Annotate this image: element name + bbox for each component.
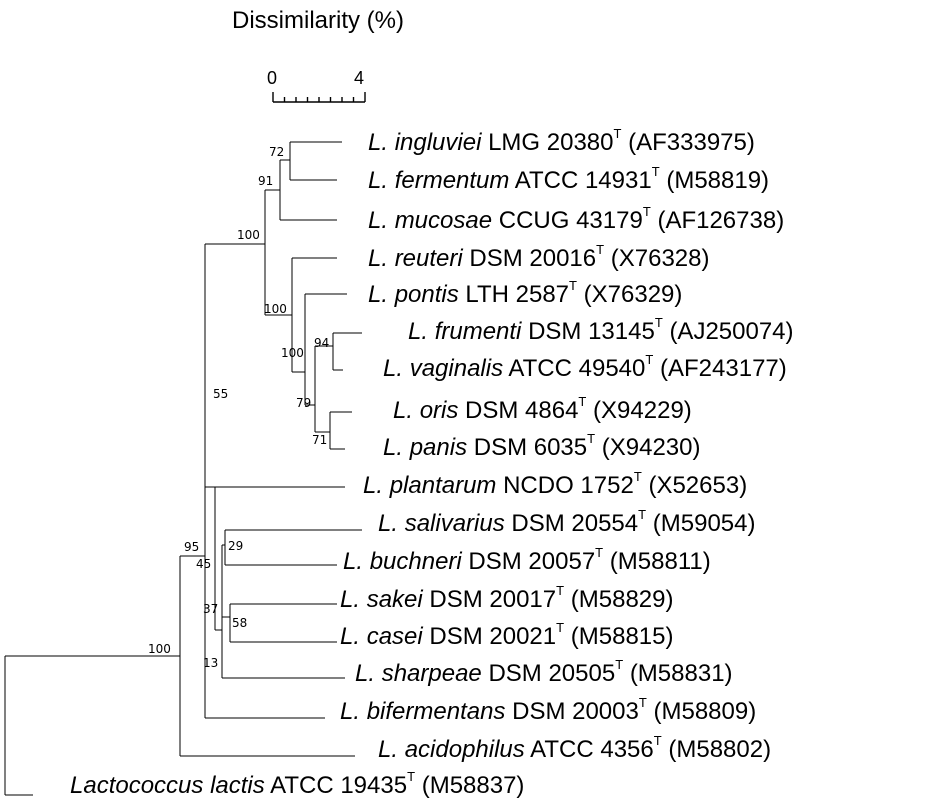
taxon-label: L. mucosae CCUG 43179T (AF126738) — [368, 204, 784, 234]
taxon-label: L. oris DSM 4864T (X94229) — [393, 394, 692, 424]
taxon-label: L. sharpeae DSM 20505T (M58831) — [355, 657, 733, 687]
bootstrap-values: 72 91 100 100 100 94 79 71 55 95 45 29 3… — [148, 145, 329, 670]
taxon-label: L. buchneri DSM 20057T (M58811) — [343, 545, 711, 575]
taxon-label: L. vaginalis ATCC 49540T (AF243177) — [383, 352, 787, 382]
bootstrap-label: 37 — [203, 602, 218, 616]
bootstrap-label: 95 — [184, 540, 199, 554]
scale-bar-title: Dissimilarity (%) — [232, 7, 404, 34]
taxon-label: L. acidophilus ATCC 4356T (M58802) — [378, 733, 771, 763]
taxon-label: L. fermentum ATCC 14931T (M58819) — [368, 164, 769, 194]
taxon-label: L. pontis LTH 2587T (X76329) — [368, 278, 682, 308]
taxon-label: L. frumenti DSM 13145T (AJ250074) — [408, 315, 794, 345]
bootstrap-label: 71 — [312, 433, 327, 447]
bootstrap-label: 94 — [314, 336, 329, 350]
bootstrap-label: 100 — [237, 228, 260, 242]
taxon-label: L. bifermentans DSM 20003T (M58809) — [340, 695, 756, 725]
taxon-label: L. casei DSM 20021T (M58815) — [340, 620, 673, 650]
bootstrap-label: 13 — [203, 656, 218, 670]
bootstrap-label: 45 — [196, 557, 211, 571]
taxon-label: L. salivarius DSM 20554T (M59054) — [378, 507, 755, 537]
taxon-label: L. reuteri DSM 20016T (X76328) — [368, 242, 710, 272]
scale-bar-line — [272, 92, 366, 103]
taxon-label: L. panis DSM 6035T (X94230) — [383, 431, 700, 461]
bootstrap-label: 29 — [228, 539, 243, 553]
taxon-labels: L. ingluviei LMG 20380T (AF333975) L. fe… — [70, 126, 794, 799]
scale-bar-tick-max: 4 — [354, 68, 364, 88]
taxon-label: L. ingluviei LMG 20380T (AF333975) — [368, 126, 755, 156]
bootstrap-label: 100 — [264, 302, 287, 316]
bootstrap-label: 100 — [281, 346, 304, 360]
scale-bar: Dissimilarity (%) 0 4 — [232, 7, 404, 103]
bootstrap-label: 72 — [269, 145, 284, 159]
taxon-label: L. plantarum NCDO 1752T (X52653) — [363, 469, 747, 499]
taxon-label: Lactococcus lactis ATCC 19435T (M58837) — [70, 769, 524, 799]
scale-bar-tick-min: 0 — [267, 68, 277, 88]
bootstrap-label: 91 — [258, 174, 273, 188]
taxon-label: L. sakei DSM 20017T (M58829) — [340, 583, 673, 613]
bootstrap-label: 79 — [296, 396, 311, 410]
bootstrap-label: 58 — [232, 616, 247, 630]
bootstrap-label: 100 — [148, 642, 171, 656]
tree-branches — [4, 141, 362, 796]
bootstrap-label: 55 — [213, 387, 228, 401]
